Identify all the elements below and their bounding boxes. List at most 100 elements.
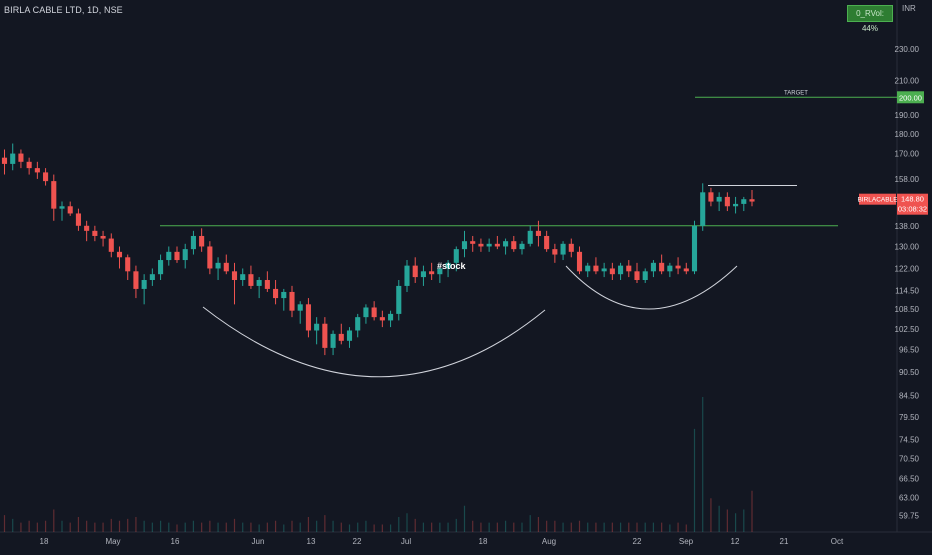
candle-body [642, 271, 648, 281]
candle-body [700, 192, 706, 226]
candle-body [256, 280, 262, 286]
x-tick-label: Jun [252, 537, 265, 546]
volume-bar [513, 522, 515, 532]
volume-bar [439, 522, 441, 532]
candle-body [396, 285, 402, 314]
volume-bar [669, 524, 671, 532]
volume-bar [611, 522, 613, 532]
candle-body [116, 251, 123, 258]
candle-body [240, 274, 246, 281]
volume-bar [710, 498, 712, 532]
y-tick-label: 63.00 [899, 493, 920, 502]
x-tick-label: 18 [40, 537, 49, 546]
candle-body [445, 262, 451, 269]
volume-bar [398, 517, 400, 532]
volume-bar [595, 522, 597, 532]
x-tick-label: Jul [401, 537, 411, 546]
volume-bar [94, 522, 96, 532]
y-tick-label: 138.00 [895, 222, 920, 231]
volume-bar [159, 520, 162, 532]
volume-bar [151, 522, 153, 532]
volume-bar [554, 520, 556, 532]
volume-bar [168, 522, 170, 532]
candle-body [749, 199, 755, 202]
candle-body [18, 153, 24, 162]
candle-body [149, 274, 155, 281]
volume-bar [86, 520, 88, 532]
volume-bar [44, 520, 47, 532]
candle-body [289, 291, 295, 311]
annotation-label: #stock [437, 261, 467, 271]
candle-body [412, 265, 418, 278]
volume-bar [389, 524, 392, 532]
volume-bar [316, 520, 318, 532]
y-tick-label: 96.50 [899, 346, 920, 355]
volume-bar [578, 520, 581, 532]
symbol-title: BIRLA CABLE LTD, 1D, NSE [4, 5, 123, 15]
candle-body [552, 249, 558, 255]
x-tick-label: Sep [679, 537, 694, 546]
volume-bar [652, 522, 655, 532]
volume-bar [3, 515, 6, 532]
volume-bar [431, 522, 433, 532]
candle-body [190, 235, 196, 250]
candle-body [108, 238, 114, 252]
volume-bar [447, 522, 449, 532]
volume-bar [61, 520, 63, 532]
target-price-tag [897, 91, 924, 104]
volume-bar [266, 522, 268, 532]
candle-body [207, 246, 213, 269]
volume-bar [102, 522, 104, 532]
price-tag-label: 148.80 [901, 195, 924, 204]
rvol-badge: 0_RVol: 44% [847, 5, 893, 33]
price-tag [897, 193, 928, 215]
volume-bar [77, 517, 80, 532]
volume-bar [258, 524, 260, 532]
y-tick-label: 180.00 [895, 130, 920, 139]
candle-body [724, 196, 730, 207]
volume-bar [209, 520, 211, 532]
volume-bar [414, 518, 416, 532]
candle-body [626, 265, 632, 272]
candle-body [618, 265, 624, 275]
volume-bar [283, 524, 285, 532]
volume-bar [726, 509, 728, 532]
candle-body [371, 307, 377, 318]
candle-body [453, 249, 459, 263]
x-tick-label: 21 [780, 537, 789, 546]
handle-curve [565, 265, 738, 310]
y-tick-label: 190.00 [895, 111, 920, 120]
volume-bar [307, 517, 310, 532]
candle-body [182, 249, 188, 261]
y-tick-label: 230.00 [895, 45, 920, 54]
ticker-tag [859, 193, 896, 205]
volume-bar [192, 520, 195, 532]
candle-body [527, 230, 533, 244]
y-tick-label: 170.00 [895, 150, 920, 159]
volume-bar [562, 522, 564, 532]
volume-bar [291, 520, 293, 532]
candle-body [437, 268, 443, 275]
x-tick-label: 13 [307, 537, 316, 546]
x-tick-label: 22 [633, 537, 642, 546]
candle-body [330, 333, 336, 348]
y-tick-label: 122.00 [895, 264, 920, 273]
volume-bar [480, 522, 482, 532]
volume-bar [332, 520, 334, 532]
volume-bar [718, 505, 720, 532]
candle-body [716, 196, 722, 202]
x-tick-label: 16 [171, 537, 180, 546]
volume-bar [36, 522, 38, 532]
volume-bar [135, 517, 137, 532]
volume-bar [176, 524, 178, 532]
y-tick-label: 79.50 [899, 413, 920, 422]
volume-bar [693, 428, 696, 532]
x-tick-label: Aug [542, 537, 556, 546]
volume-bar [373, 524, 375, 532]
x-tick-label: Oct [831, 537, 844, 546]
candle-body [92, 230, 98, 236]
candle-body [420, 271, 426, 278]
y-tick-label: 102.50 [895, 325, 920, 334]
